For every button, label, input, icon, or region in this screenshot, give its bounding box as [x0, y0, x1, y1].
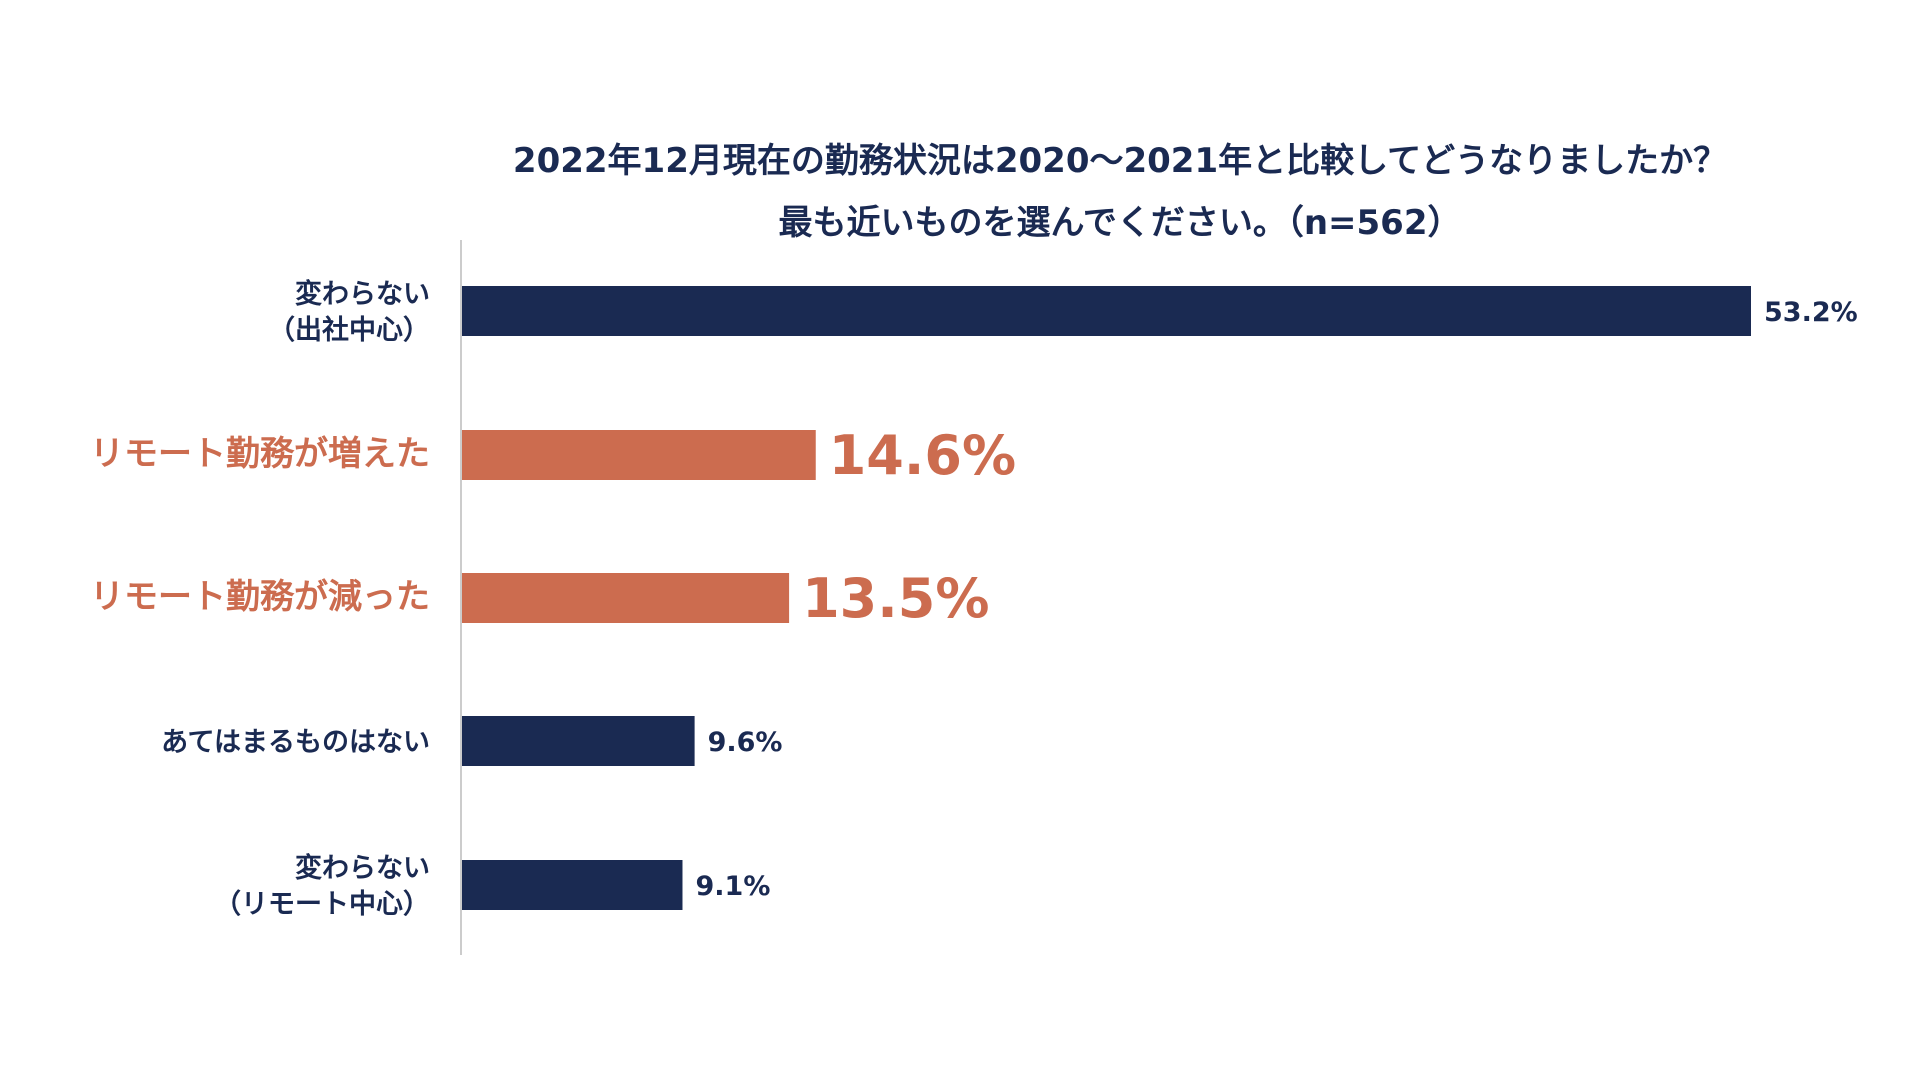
category-label-3: リモート勤務が減った [90, 577, 430, 617]
bar-4 [462, 716, 695, 766]
category-label-5-line-1: 変わらない [295, 852, 430, 884]
chart-title-line-2: 最も近いものを選んでください。（n=562） [779, 203, 1462, 243]
category-label-1-line-1: 変わらない [295, 278, 430, 310]
bars-group [462, 286, 1751, 910]
bar-5 [462, 860, 683, 910]
bar-1 [462, 286, 1751, 336]
value-label-5: 9.1% [695, 871, 770, 902]
value-labels-group: 53.2% 14.6% 13.5% 9.6% 9.1% [695, 297, 1857, 902]
value-label-2: 14.6% [829, 424, 1016, 487]
category-label-1-line-2: （出社中心） [268, 314, 430, 346]
value-label-1: 53.2% [1764, 297, 1858, 328]
bar-2 [462, 430, 816, 480]
chart-title: 2022年12月現在の勤務状況は2020〜2021年と比較してどうなりましたか？… [513, 141, 1727, 243]
value-label-4: 9.6% [708, 727, 783, 758]
category-label-5-line-2: （リモート中心） [214, 889, 430, 920]
chart-title-line-1: 2022年12月現在の勤務状況は2020〜2021年と比較してどうなりましたか？ [513, 141, 1727, 181]
category-label-4: あてはまるものはない [161, 727, 430, 758]
value-label-3: 13.5% [802, 567, 989, 630]
category-label-2: リモート勤務が増えた [90, 434, 430, 474]
bar-3 [462, 573, 790, 623]
category-labels-group: 変わらない （出社中心） リモート勤務が増えたリモート勤務が減ったあてはまるものはな… [90, 278, 430, 920]
